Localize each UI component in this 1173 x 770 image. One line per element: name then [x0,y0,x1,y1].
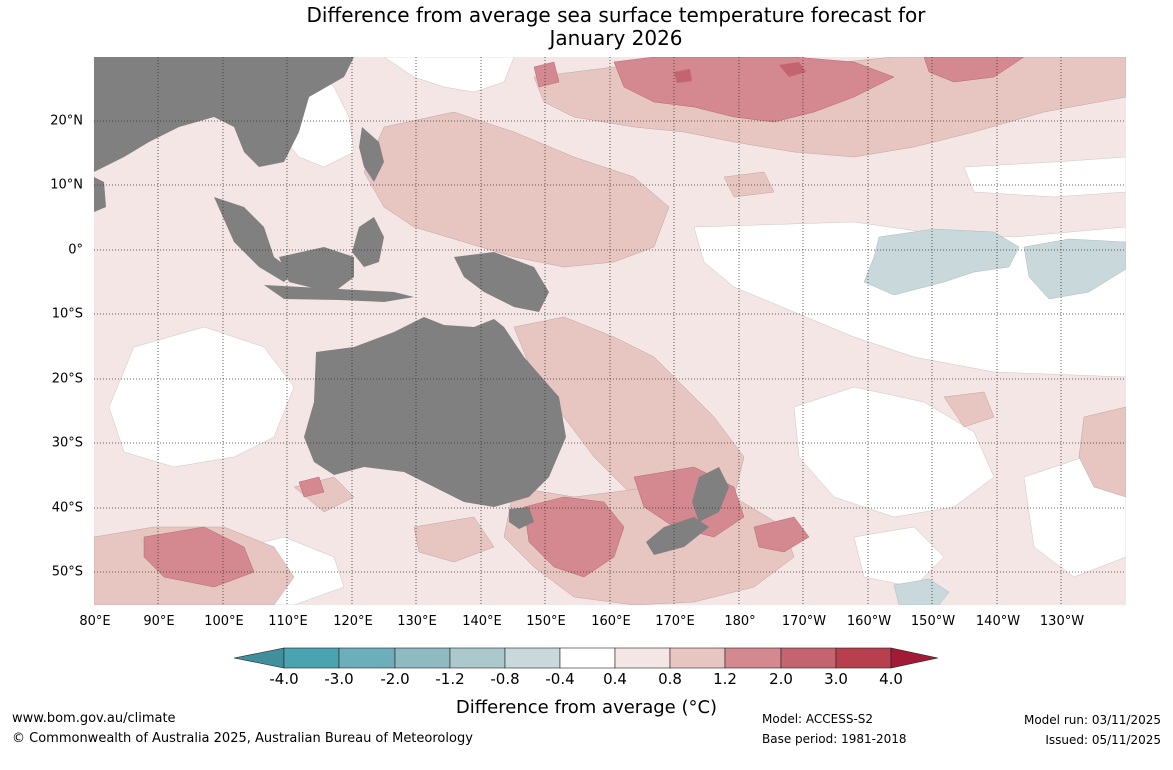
title-line-2: January 2026 [549,26,683,50]
colorbar-tick: 0.4 [603,670,627,688]
colorbar-segment [669,647,726,669]
colorbar-segment [614,647,671,669]
colorbar-tick: 2.0 [769,670,793,688]
lon-label-130w: 130°W [1039,614,1085,629]
lon-label-100e: 100°E [204,614,244,629]
lon-label-170w: 170°W [781,614,827,629]
colorbar-label: Difference from average (°C) [455,697,718,718]
base-period-text: Base period: 1981-2018 [762,732,907,746]
issued-text: Issued: 05/11/2025 [1045,733,1161,747]
colorbar-segment [394,647,451,669]
lon-label-150w: 150°W [910,614,956,629]
colorbar-tick: -2.0 [380,670,410,688]
colorbar-tick: 1.2 [713,670,737,688]
lon-label-140e: 140°E [462,614,502,629]
lon-label-130e: 130°E [397,614,437,629]
map-canvas [94,57,1126,605]
colorbar-segment [890,647,938,669]
colorbar-segment [724,647,782,669]
colorbar-tick: -3.0 [324,670,354,688]
lon-label-90e: 90°E [143,614,175,629]
lat-label-10n: 10°N [50,177,83,193]
lon-label-80e: 80°E [79,614,111,629]
colorbar-segment [338,647,396,669]
lat-label-20n: 20°N [50,113,83,129]
lat-label-10s: 10°S [51,306,83,322]
lat-label-0: 0° [68,242,83,258]
lon-label-180: 180° [724,614,756,629]
map-graticule [94,57,1126,605]
colorbar-tick: 0.8 [658,670,682,688]
colorbar-tick: -4.0 [269,670,299,688]
anomaly-2.0-3.0-areas [674,62,806,83]
colorbar-tick: 4.0 [879,670,903,688]
colorbar-segment [559,647,616,669]
sst-anomaly-map [94,57,1126,605]
colorbar-segment [234,647,285,669]
colorbar-segment [780,647,837,669]
colorbar-segment [449,647,506,669]
lon-label-160e: 160°E [591,614,631,629]
colorbar-segment [835,647,892,669]
chart-title: Difference from average sea surface temp… [0,4,1173,50]
website-link[interactable]: www.bom.gov.au/climate [12,711,176,726]
lon-label-160w: 160°W [846,614,892,629]
colorbar-segment [504,647,561,669]
model-text: Model: ACCESS-S2 [762,712,874,726]
lon-label-150e: 150°E [526,614,566,629]
land-masses [94,57,729,555]
lat-label-40s: 40°S [51,500,83,516]
anomaly-negative-areas [863,228,1126,605]
lat-label-30s: 30°S [51,435,83,451]
lon-label-170e: 170°E [655,614,695,629]
lon-label-120e: 120°E [333,614,373,629]
lat-label-50s: 50°S [51,564,83,580]
title-line-1: Difference from average sea surface temp… [306,3,926,27]
colorbar-tick: -1.2 [435,670,465,688]
colorbar-tick: 3.0 [824,670,848,688]
colorbar-tick: -0.8 [490,670,520,688]
model-run-text: Model run: 03/11/2025 [1023,713,1161,727]
lon-label-110e: 110°E [268,614,308,629]
colorbar-tick: -0.4 [545,670,575,688]
colorbar [234,647,938,669]
lon-label-140w: 140°W [975,614,1021,629]
copyright-text: © Commonwealth of Australia 2025, Austra… [12,731,473,746]
colorbar-segment [283,647,340,669]
lat-label-20s: 20°S [51,371,83,387]
